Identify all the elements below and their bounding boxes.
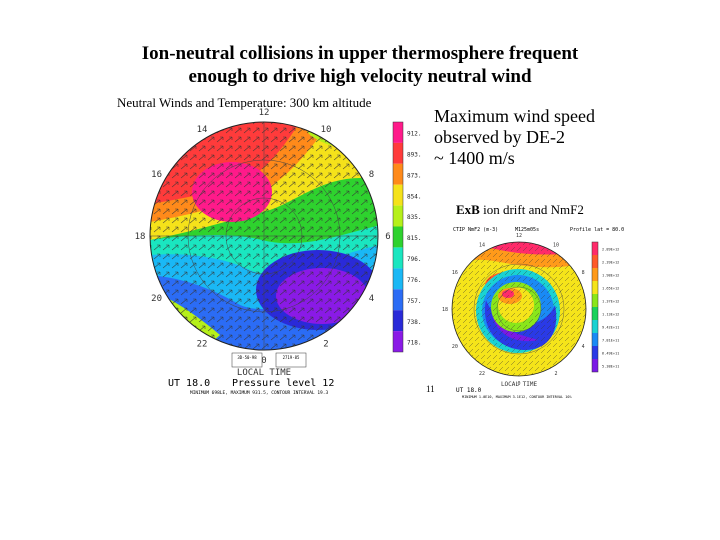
left-colorbar-swatch (393, 205, 403, 227)
right-colorbar-swatch (592, 307, 598, 320)
left-colorbar-tick: 796. (407, 256, 421, 263)
left-footer: MINIMUM 698LE, MAXIMUM 931.5, CONTOUR IN… (190, 390, 328, 396)
right-plot-heading-bold: ExB (456, 202, 480, 217)
right-hour-18: 18 (442, 307, 448, 313)
left-plot-label: Neutral Winds and Temperature: 300 km al… (117, 95, 372, 110)
right-colorbar-tick: 7.81E+11 (602, 338, 619, 342)
right-hour-12: 12 (516, 233, 522, 239)
left-colorbar: 912. 893. 873. 854. 835. 815. 796. 776. 757. 738.… (392, 121, 421, 353)
left-hour-2: 2 (323, 340, 328, 350)
right-colorbar-swatch (592, 346, 598, 359)
left-colorbar-swatch (393, 310, 403, 332)
right-hour-0: 0 (517, 381, 520, 387)
left-hour-22: 22 (197, 340, 208, 350)
left-colorbar-tick: 873. (407, 172, 421, 179)
neutral-wind-polar-map (149, 121, 379, 351)
left-colorbar-swatch (393, 226, 403, 248)
right-ut-label: UT 18.0 (456, 387, 482, 394)
left-colorbar-tick: 718. (407, 340, 421, 347)
left-colorbar-tick: 893. (407, 152, 421, 159)
left-hour-14: 14 (197, 125, 208, 135)
right-plot-heading: ExB ion drift and NmF2 (456, 202, 584, 218)
note-line-1: Maximum wind speed (434, 106, 595, 126)
right-local-time: LOCAL TIME (501, 381, 538, 388)
left-pressure-label: Pressure level 12 (232, 378, 334, 389)
left-colorbar-swatch (393, 247, 403, 269)
exb-drift-polar-map (451, 241, 587, 377)
right-colorbar-frame (591, 241, 599, 373)
right-hour-2: 2 (554, 371, 557, 377)
left-hour-labels: 12 14 16 18 20 22 0 2 4 6 8 10 (135, 108, 391, 366)
left-colorbar-tick: 776. (407, 277, 421, 284)
slide-title-line-1: Ion-neutral collisions in upper thermosp… (141, 43, 579, 64)
note-line-3: ~ 1400 m/s (434, 148, 515, 168)
left-legend-right-text: 2719-85 (283, 355, 300, 360)
right-header-left: CTIP NmF2 (m-3) (453, 227, 498, 233)
right-hour-4: 4 (582, 344, 585, 350)
left-colorbar-swatch (393, 268, 403, 290)
right-colorbar-tick: 5.38E+11 (602, 364, 619, 368)
left-colorbar-swatch (393, 142, 403, 164)
right-colorbar-tick: 6.49E+11 (602, 351, 619, 355)
left-colorbar-swatch (393, 289, 403, 311)
left-colorbar-frame (392, 121, 404, 353)
right-colorbar-swatch (592, 255, 598, 268)
left-hour-4: 4 (369, 294, 374, 304)
left-colorbar-tick: 815. (407, 235, 421, 242)
right-hour-20: 20 (452, 344, 458, 350)
right-hour-10: 10 (553, 243, 559, 249)
left-legend-left-text: 3D-50-98 (237, 355, 257, 360)
left-hour-20: 20 (151, 294, 162, 304)
note-line-2: observed by DE-2 (434, 127, 565, 147)
slide-title-line-2: enough to drive high velocity neutral wi… (188, 66, 532, 87)
right-colorbar-tick: 1.37E+12 (602, 299, 619, 303)
right-colorbar-swatch (592, 268, 598, 281)
max-wind-note: Maximum wind speed observed by DE-2 ~ 14… (434, 106, 595, 169)
left-hour-8: 8 (369, 170, 374, 180)
right-colorbar-swatch (592, 333, 598, 346)
right-footer: MINIMUM 1.0E10, MAXIMUM 3.1E12, CONTOUR … (462, 395, 572, 399)
right-colorbar-swatch (592, 320, 598, 333)
right-plot-heading-rest: ion drift and NmF2 (479, 202, 584, 217)
left-hour-6: 6 (385, 232, 390, 242)
page-number: 11 (426, 384, 435, 394)
left-hour-0: 0 (261, 356, 266, 366)
left-colorbar-swatch (393, 184, 403, 206)
left-colorbar-tick: 912. (407, 131, 421, 138)
left-hour-18: 18 (135, 232, 146, 242)
right-hour-8: 8 (582, 270, 585, 276)
left-hour-12: 12 (259, 108, 270, 118)
left-colorbar-tick: 757. (407, 298, 421, 305)
left-ut-label: UT 18.0 (168, 378, 210, 389)
right-colorbar-swatch (592, 281, 598, 294)
left-colorbar-tick: 738. (407, 319, 421, 326)
right-colorbar-tick: 2.39E+12 (602, 260, 619, 264)
right-header-mid: M125m05s (515, 227, 539, 233)
right-colorbar-swatch (592, 359, 598, 372)
right-colorbar: 2.89E+12 2.39E+12 1.98E+12 1.65E+12 1.37E+12… (591, 241, 619, 373)
left-colorbar-swatch (393, 331, 403, 352)
left-hour-16: 16 (151, 170, 162, 180)
right-colorbar-tick: 9.42E+11 (602, 325, 619, 329)
left-colorbar-swatch (393, 163, 403, 185)
right-colorbar-tick: 2.89E+12 (602, 247, 619, 251)
left-colorbar-swatch (393, 122, 403, 143)
right-hour-22: 22 (479, 371, 485, 377)
right-hour-14: 14 (479, 243, 485, 249)
left-hour-10: 10 (321, 125, 332, 135)
right-header-right: Profile lat = 80.0 (570, 227, 624, 233)
right-colorbar-tick: 1.65E+12 (602, 286, 619, 290)
left-local-time: LOCAL TIME (237, 368, 291, 378)
left-legend-box-left (231, 352, 263, 368)
left-legend-box-right (275, 352, 307, 368)
right-colorbar-swatch (592, 242, 598, 255)
right-colorbar-swatch (592, 294, 598, 307)
right-colorbar-tick: 1.13E+12 (602, 312, 619, 316)
left-colorbar-tick: 854. (407, 193, 421, 200)
right-colorbar-tick: 1.98E+12 (602, 273, 619, 277)
right-hour-16: 16 (452, 270, 458, 276)
left-colorbar-tick: 835. (407, 214, 421, 221)
